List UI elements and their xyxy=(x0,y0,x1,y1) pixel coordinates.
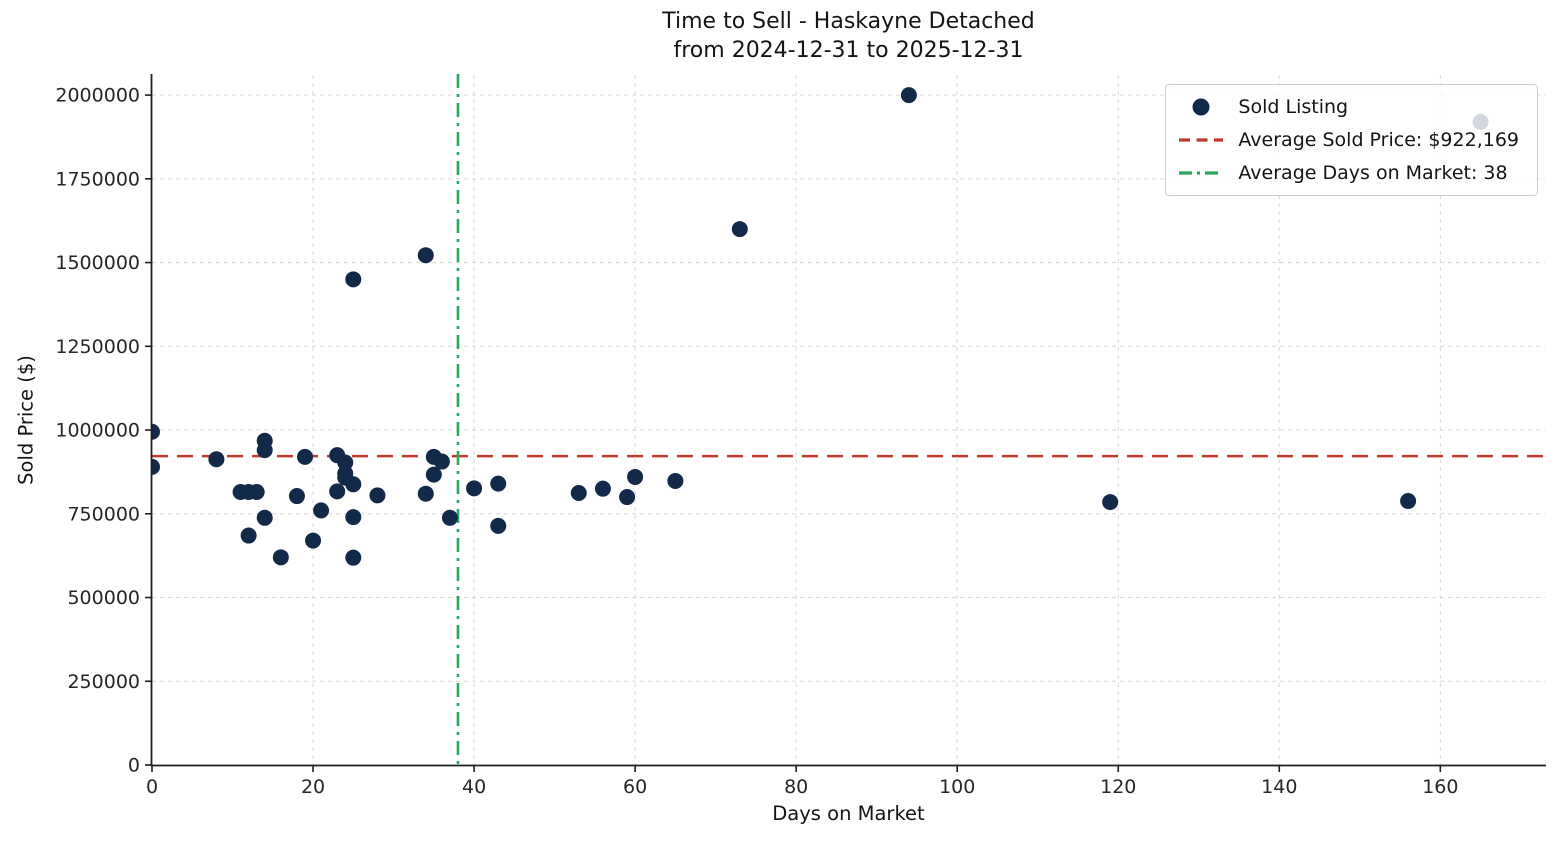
legend-item-average-days-on-market: Average Days on Market: 38 xyxy=(1178,160,1519,186)
legend-item-average-sold-price: Average Sold Price: $922,169 xyxy=(1178,127,1519,153)
scatter-point xyxy=(1400,493,1417,510)
x-tick-label: 60 xyxy=(623,776,647,798)
scatter-point xyxy=(337,454,354,471)
x-tick-label: 80 xyxy=(784,776,808,798)
scatter-point xyxy=(272,549,289,566)
scatter-point xyxy=(345,271,362,288)
scatter-point xyxy=(619,489,636,506)
scatter-point xyxy=(441,509,458,526)
y-tick-label: 1250000 xyxy=(55,336,140,358)
y-tick-label: 250000 xyxy=(67,671,140,693)
scatter-point xyxy=(425,466,442,483)
y-tick-label: 1500000 xyxy=(55,252,140,274)
y-tick-label: 1750000 xyxy=(55,168,140,190)
scatter-point xyxy=(313,502,330,519)
scatter-point xyxy=(594,480,611,497)
y-tick-label: 750000 xyxy=(67,503,140,525)
scatter-point xyxy=(345,549,362,566)
dashdot-line-icon xyxy=(1179,171,1224,175)
scatter-point xyxy=(433,453,450,470)
scatter-point xyxy=(288,488,305,505)
scatter-point xyxy=(417,485,434,502)
legend-label: Sold Listing xyxy=(1238,96,1349,118)
scatter-point xyxy=(305,532,322,549)
scatter-point xyxy=(490,517,507,534)
scatter-point xyxy=(369,487,386,504)
x-tick-label: 120 xyxy=(1100,776,1136,798)
chart-title-block: Time to Sell - Haskayne Detached from 20… xyxy=(152,8,1545,65)
scatter-point xyxy=(900,87,917,104)
scatter-point xyxy=(1102,494,1119,511)
scatter-point xyxy=(152,458,160,475)
scatter-point xyxy=(667,472,684,489)
y-tick-label: 1000000 xyxy=(55,420,140,442)
x-tick-label: 20 xyxy=(301,776,325,798)
x-tick-label: 140 xyxy=(1261,776,1297,798)
scatter-point xyxy=(208,451,225,468)
y-tick-label: 500000 xyxy=(67,587,140,609)
legend-label: Average Sold Price: $922,169 xyxy=(1238,129,1519,151)
x-tick-label: 40 xyxy=(462,776,486,798)
scatter-marker-icon xyxy=(1192,98,1210,116)
scatter-point xyxy=(731,221,748,238)
scatter-point xyxy=(256,509,273,526)
scatter-point xyxy=(627,468,644,485)
scatter-point xyxy=(152,423,160,440)
legend-label: Average Days on Market: 38 xyxy=(1238,162,1508,184)
x-axis-label: Days on Market xyxy=(772,802,925,825)
scatter-point xyxy=(240,527,257,544)
x-tick-label: 100 xyxy=(939,776,975,798)
scatter-point xyxy=(345,476,362,493)
x-tick-label: 0 xyxy=(146,776,158,798)
scatter-point xyxy=(296,448,313,465)
scatter-point xyxy=(329,483,346,500)
scatter-point xyxy=(248,484,265,501)
scatter-point xyxy=(256,442,273,459)
chart-subtitle: from 2024-12-31 to 2025-12-31 xyxy=(673,37,1024,63)
scatter-point xyxy=(417,247,434,264)
dashed-line-icon xyxy=(1179,138,1224,142)
scatter-point xyxy=(570,485,587,502)
chart-title: Time to Sell - Haskayne Detached xyxy=(662,9,1035,34)
legend-item-sold-listing: Sold Listing xyxy=(1178,94,1519,120)
y-tick-label: 0 xyxy=(128,755,140,777)
scatter-point xyxy=(345,509,362,526)
legend: Sold Listing Average Sold Price: $922,16… xyxy=(1165,84,1538,196)
scatter-point xyxy=(466,480,483,497)
scatter-point xyxy=(490,475,507,492)
y-tick-label: 2000000 xyxy=(55,85,140,107)
y-axis-label: Sold Price ($) xyxy=(14,355,38,485)
x-tick-label: 160 xyxy=(1422,776,1458,798)
